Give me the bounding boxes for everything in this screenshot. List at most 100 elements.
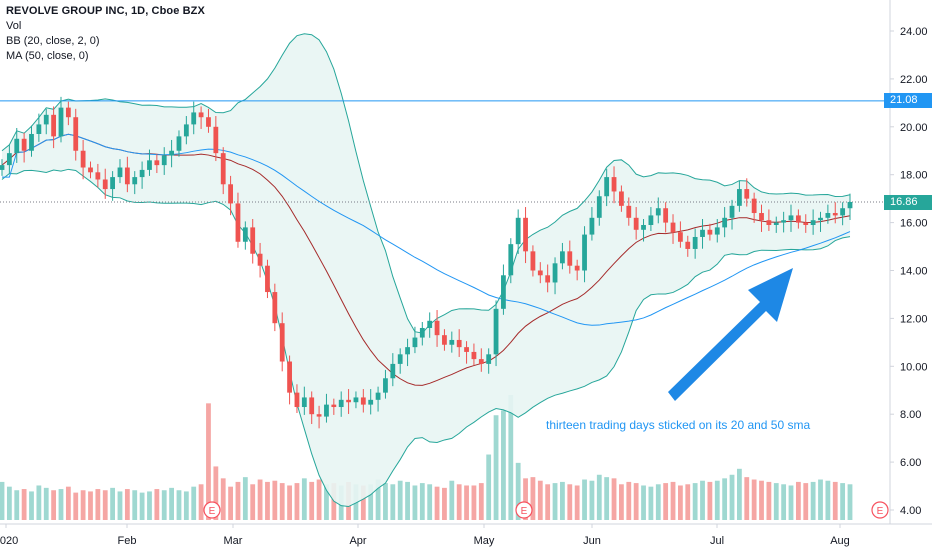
earnings-marker: [203, 501, 221, 519]
candle-body: [154, 160, 160, 166]
x-tick-label: Apr: [349, 535, 366, 547]
volume-bar: [250, 484, 256, 520]
candle-body: [619, 191, 624, 206]
annotation-text: thirteen trading days sticked on its 20 …: [546, 418, 811, 432]
candle-body: [324, 404, 329, 417]
axis-ticks: 24.00 22.00 20.00 18.00 16.00 14.00 12.00 10.00…: [0, 26, 928, 547]
volume-bar: [596, 474, 602, 520]
candle-body: [589, 217, 595, 235]
candle-body: [832, 213, 838, 216]
candle-body: [412, 337, 418, 348]
candle-body: [486, 354, 492, 364]
volume-bar: [206, 403, 211, 520]
candle-body: [117, 167, 123, 178]
volume-bar: [545, 484, 551, 520]
volume-bar: [456, 484, 462, 520]
volume-bar: [589, 480, 595, 520]
volume-bar: [419, 483, 425, 520]
candle-body: [316, 414, 322, 417]
volume-bar: [515, 462, 521, 520]
candle-body: [397, 354, 403, 364]
candle-body: [449, 339, 455, 345]
earnings-marker: [515, 501, 533, 519]
candle-body: [43, 114, 49, 125]
candle-body: [692, 236, 698, 249]
volume-bar: [574, 485, 580, 520]
volume-bar: [537, 480, 543, 520]
volume-bar: [169, 487, 174, 520]
volume-bar: [21, 489, 27, 520]
earnings-marker-label: E: [877, 506, 884, 517]
candle-body: [773, 222, 779, 225]
candle-body: [102, 179, 108, 190]
candle-body: [847, 202, 853, 209]
candle-body: [29, 133, 34, 151]
volume-bar: [788, 485, 794, 520]
volume-bar: [434, 486, 440, 520]
x-tick-label: Jun: [583, 535, 601, 547]
volume-bar: [818, 479, 823, 520]
volume-bar: [29, 491, 34, 520]
candle-body: [272, 292, 278, 324]
candle-body: [383, 378, 388, 393]
hline-price-label: 21.08: [884, 93, 932, 109]
candle-body: [265, 265, 270, 293]
candle-body: [795, 215, 801, 223]
volume-bar: [228, 486, 233, 520]
volume-bar: [759, 480, 764, 520]
volume-bar: [80, 490, 86, 520]
volume-bar: [471, 485, 477, 520]
x-tick-label: May: [474, 535, 495, 547]
candle-body: [331, 404, 337, 408]
candle-body: [678, 232, 683, 242]
y-tick-label: 4.00: [900, 505, 921, 517]
x-tick-label: Mar: [224, 535, 243, 547]
volume-bar: [147, 491, 152, 520]
candle-body: [825, 213, 831, 218]
bb-upper-line: [1, 33, 851, 334]
volume-bar: [619, 484, 624, 520]
earnings-marker: [871, 501, 889, 519]
candle-body: [707, 229, 713, 235]
candle-body: [301, 397, 307, 408]
candle-body: [51, 114, 57, 137]
volume-bar: [766, 481, 772, 520]
candle-body: [213, 126, 219, 154]
volume-bar: [88, 491, 93, 520]
volume-bar: [294, 483, 300, 520]
volume-bar: [375, 479, 381, 520]
candle-body: [390, 363, 396, 379]
volume-bar: [670, 481, 676, 520]
candle-body: [434, 320, 440, 336]
y-tick-label: 24.00: [900, 26, 928, 38]
candle-body: [65, 107, 71, 118]
volume-bar: [14, 490, 20, 520]
volume-bar: [0, 481, 5, 520]
volume-bar: [242, 477, 248, 520]
candle-body: [338, 399, 344, 408]
candle-body: [685, 241, 691, 249]
symbol-title: REVOLVE GROUP INC, 1D, Cboe BZX: [6, 5, 205, 17]
candle-body: [220, 153, 226, 185]
volume-bars: [0, 395, 853, 520]
candle-body: [582, 234, 587, 271]
x-tick-label: Aug: [830, 535, 850, 547]
volume-bar: [707, 481, 713, 520]
volume-bar: [279, 483, 285, 520]
volume-bar: [744, 477, 750, 520]
volume-bar: [501, 410, 506, 520]
legend-ma: MA (50, close, 0): [6, 50, 89, 62]
volume-bar: [405, 481, 410, 520]
candle-body: [604, 177, 610, 197]
volume-bar: [132, 490, 138, 520]
volume-bar: [309, 481, 315, 520]
volume-bar: [781, 484, 787, 520]
candle-body: [493, 308, 499, 355]
candle-body: [722, 217, 728, 228]
volume-bar: [397, 480, 403, 520]
volume-bar: [700, 480, 705, 520]
earnings-marker-label: E: [209, 506, 216, 517]
candle-body: [552, 263, 558, 283]
candle-body: [537, 270, 543, 276]
